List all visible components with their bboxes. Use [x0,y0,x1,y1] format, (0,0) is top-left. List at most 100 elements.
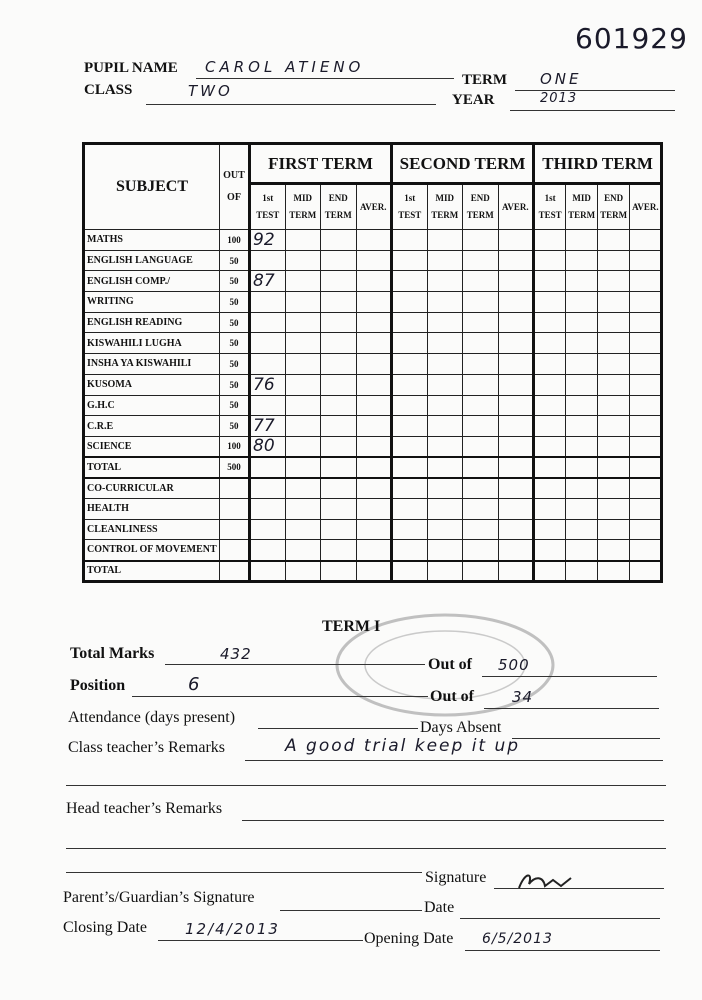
subject-header: SUBJECT [83,143,220,230]
mark-cell [532,311,567,334]
mark-cell [320,518,357,541]
mark-cell [426,518,464,541]
total-marks-label: Total Marks [70,645,155,662]
serial-number: 601929 [575,22,688,55]
mark-cell [426,497,464,520]
mark-cell [629,291,663,313]
mark-cell [565,270,599,293]
opening-date: 6/5/2013 [482,931,553,947]
mark-cell [565,518,599,541]
mark-cell [320,332,357,355]
term: ONE [540,70,582,88]
marks-table: SUBJECT OUT OF FIRST TERM SECOND TERM THIRD … [82,142,664,583]
mark-cell [597,435,631,458]
subject-row: MATHS 100 92 [83,229,663,251]
mark-cell [532,560,567,582]
school-stamp [335,613,555,717]
mark-cell [597,270,631,293]
mark-cell [597,311,631,334]
subject: C.R.E [83,415,220,437]
mark-cell [497,373,535,396]
mark-cell [462,311,499,334]
mark-cell [320,539,357,561]
mark-cell [284,311,321,334]
mark-cell [320,353,357,375]
opening-date-label: Opening Date [364,930,454,947]
mark-cell [462,270,499,293]
mark-cell [390,249,428,272]
subject: CONTROL OF MOVEMENT [83,539,220,561]
mark-cell [565,229,599,251]
mark-cell [497,539,535,561]
out-of [219,518,250,541]
subject: ENGLISH READING [83,311,220,334]
mark-cell [532,373,567,396]
out-of-header: OUT OF [219,143,250,230]
mark-cell [629,270,663,293]
sub-column-header: MID TERM [565,183,599,230]
mark-cell [390,415,428,437]
mark-cell [532,497,567,520]
subject: TOTAL [83,456,220,479]
mark-cell [284,497,321,520]
mark-cell [497,497,535,520]
subject: TOTAL [83,560,220,582]
subject: ENGLISH COMP./ [83,270,220,293]
out-of [219,497,250,520]
out-of: 50 [219,415,250,437]
mark-cell [426,456,464,479]
subject-row: INSHA YA KISWAHILI 50 [83,353,663,375]
subject: WRITING [83,291,220,313]
mark-cell [284,332,321,355]
mark-cell [565,394,599,417]
first-test-mark [248,456,286,479]
subject: KUSOMA [83,373,220,396]
mark-cell [426,229,464,251]
mark-cell [597,539,631,561]
sub-column-header: 1st TEST [248,183,286,230]
mark-cell [497,229,535,251]
underline [245,760,663,761]
mark-cell [497,477,535,499]
mark-cell [426,560,464,582]
position-label: Position [70,677,126,694]
mark-cell [532,435,567,458]
term-label: TERM [462,72,507,88]
mark-cell [426,539,464,561]
mark-cell [565,249,599,272]
out-of-label: Out of [430,688,474,705]
mark-cell [284,249,321,272]
mark-cell [284,353,321,375]
mark-cell [355,456,393,479]
sub-column-header: END TERM [462,183,499,230]
sub-column-header: MID TERM [284,183,321,230]
mark-cell [597,332,631,355]
mark-cell [565,415,599,437]
first-test-mark [248,311,286,334]
subject-row: ENGLISH COMP./50 87 [83,270,663,293]
first-test-mark [248,518,286,541]
mark-cell [565,456,599,479]
subject-row: ENGLISH READING 50 [83,311,663,334]
sub-column-header: AVER. [629,183,663,230]
mark-cell [320,373,357,396]
underline [515,90,675,91]
mark-cell [390,394,428,417]
subject-row: CO-CURRICULAR [83,477,663,499]
mark-cell [497,518,535,541]
mark-cell [320,270,357,293]
out-of: 50 [219,270,250,293]
header-row: SUBJECT OUT OF FIRST TERM SECOND TERM THIRD … [83,143,663,230]
mark-cell [532,456,567,479]
mark-cell [462,291,499,313]
mark-cell [284,477,321,499]
subject: MATHS [83,229,220,251]
mark-cell [355,394,393,417]
out-of-label: Out of [428,656,472,673]
mark-cell [629,249,663,272]
mark-cell [462,477,499,499]
closing-date: 12/4/2013 [185,920,280,938]
mark-cell [320,435,357,458]
mark-cell [426,394,464,417]
date-label: Date [424,899,455,916]
